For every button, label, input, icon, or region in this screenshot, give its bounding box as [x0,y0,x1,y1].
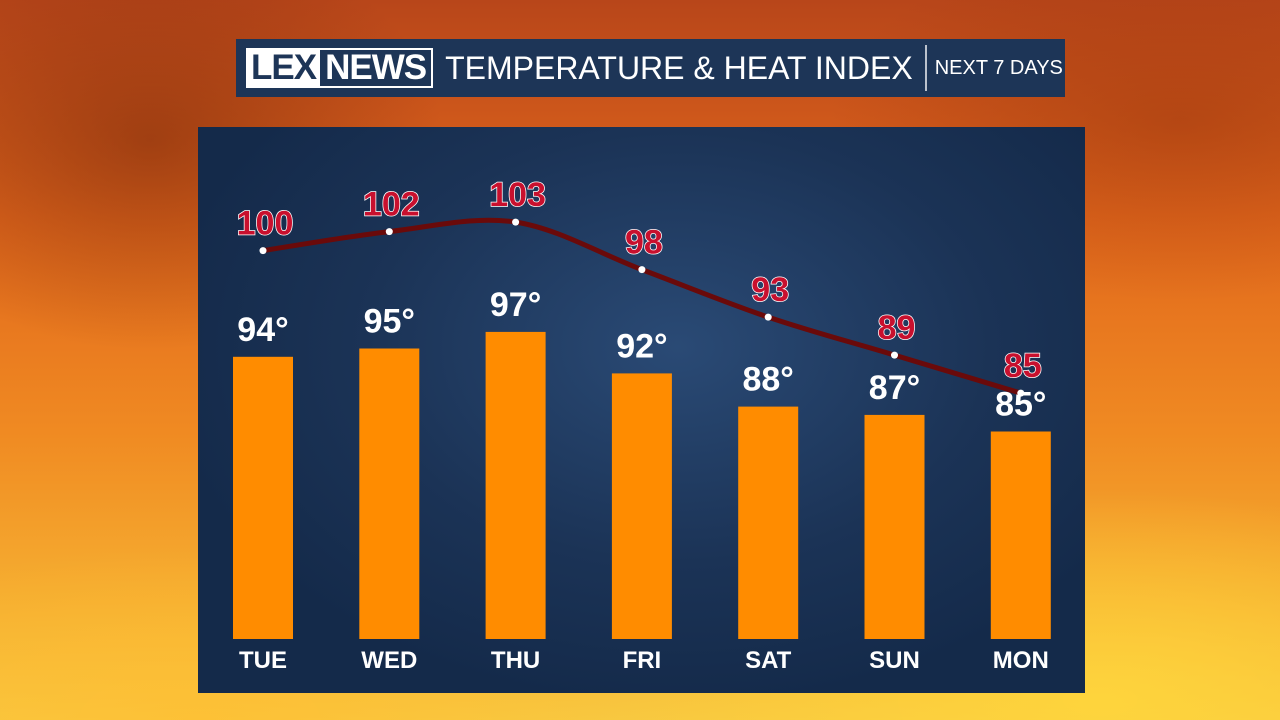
title-bar: LEX NEWS TEMPERATURE & HEAT INDEX NEXT 7… [236,39,1065,97]
chart-title: TEMPERATURE & HEAT INDEX [445,49,913,86]
heat-index-label-thu: 103 [489,176,546,214]
day-label-sat: SAT [745,647,792,674]
temperature-bar-tue [233,356,293,639]
day-label-thu: THU [491,647,540,674]
chart-subtitle: NEXT 7 DAYS [934,56,1063,79]
heat-index-point-sat [764,313,772,321]
heat-index-point-thu [512,218,520,226]
temperature-label-tue: 94° [237,311,288,349]
temperature-bar-mon [990,431,1051,639]
title-divider [924,45,927,91]
temperature-label-wed: 95° [364,303,415,341]
temperature-bar-fri [611,373,672,639]
forecast-chart: TUE WED THU FRI SAT SUN MON 94° 95° 97° 92° 88° 87° 8… [233,175,1051,674]
heat-index-point-sun [891,351,898,359]
logo-news: NEWS [320,50,432,86]
day-label-sun: SUN [869,647,920,674]
temperature-bar-thu [485,331,546,639]
chart-panel: TUE WED THU FRI SAT SUN MON 94° 95° 97° 92° 88° 87° 8… [198,127,1085,693]
logo-lex: LEX [251,48,317,87]
heat-index-label-sat: 93 [751,271,789,309]
heat-index-label-sun: 89 [878,309,916,347]
day-label-fri: FRI [623,647,662,674]
heat-index-label-wed: 102 [363,186,420,224]
temperature-bar-sat [738,406,799,639]
day-label-mon: MON [993,647,1049,674]
temperature-bar-sun [864,414,925,639]
heat-index-label-fri: 98 [625,224,663,262]
temperature-label-sat: 88° [742,361,793,399]
temperature-label-fri: 92° [616,327,667,365]
heat-index-point-mon [1017,389,1025,397]
day-label-wed: WED [361,647,417,674]
heat-index-point-wed [385,228,393,236]
heat-index-label-tue: 100 [237,205,294,243]
heat-index-point-tue [259,247,267,255]
temperature-label-sun: 87° [869,369,920,407]
temperature-bar-wed [359,348,420,639]
heat-index-point-fri [638,266,646,274]
heat-index-label-mon: 85 [1004,347,1042,385]
temperature-label-thu: 97° [490,286,541,324]
day-label-tue: TUE [239,647,287,674]
station-logo: LEX NEWS [246,48,434,88]
